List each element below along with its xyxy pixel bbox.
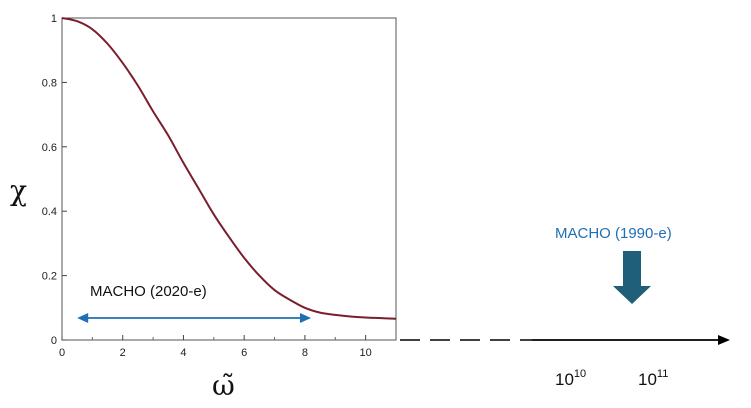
range-arrow-head-right [299,313,311,323]
y-axis-label: χ [10,174,27,207]
x-tick-label: 10 [360,347,372,359]
x-axis: 0 2 4 6 8 10 [59,335,372,359]
extended-axis-arrowhead [718,335,730,345]
range-arrow-head-left [77,313,89,323]
y-tick-label: 1 [51,13,57,25]
tick-label-1e10: 1010 [555,368,586,389]
y-tick-label: 0 [51,335,57,347]
y-tick-label: 0.4 [42,206,57,218]
down-arrow-icon [613,251,651,304]
range-arrow [77,313,311,323]
x-tick-label: 0 [59,347,65,359]
x-tick-label: 4 [180,347,186,359]
x-tick-label: 2 [120,347,126,359]
y-tick-label: 0.2 [42,271,57,283]
series-line [61,17,397,320]
plot-frame [61,17,397,341]
tick-label-1e11: 1011 [638,368,668,389]
arrow-label: MACHO (1990-e) [555,225,672,242]
range-label: MACHO (2020-e) [90,283,207,300]
x-tick-label: 8 [302,347,308,359]
y-tick-label: 0.6 [42,142,57,154]
y-tick-label: 0.8 [42,77,57,89]
x-axis-label: ω̃ [212,369,235,402]
y-axis: 0 0.2 0.4 0.6 0.8 1 [42,13,67,347]
extended-axis [400,335,730,345]
x-tick-label: 6 [241,347,247,359]
